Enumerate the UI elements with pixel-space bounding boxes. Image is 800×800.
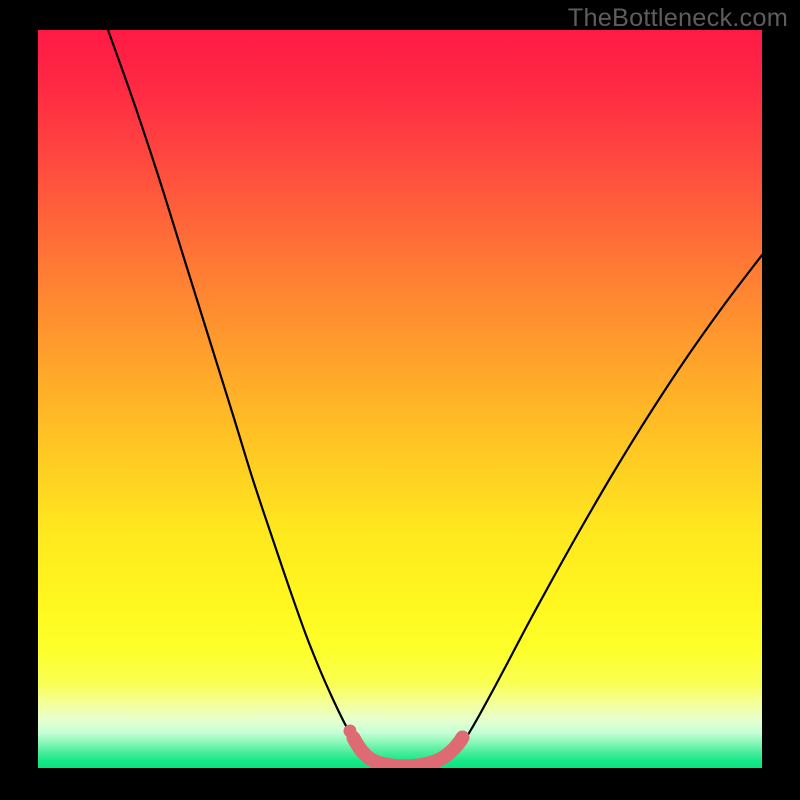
plot-area [38,30,762,768]
watermark-text: TheBottleneck.com [568,4,788,33]
chart-svg [38,30,762,768]
highlight-top-dot [344,725,357,738]
highlight-marker-path [354,738,463,767]
canvas: TheBottleneck.com [0,0,800,800]
bottleneck-curve [108,30,762,766]
